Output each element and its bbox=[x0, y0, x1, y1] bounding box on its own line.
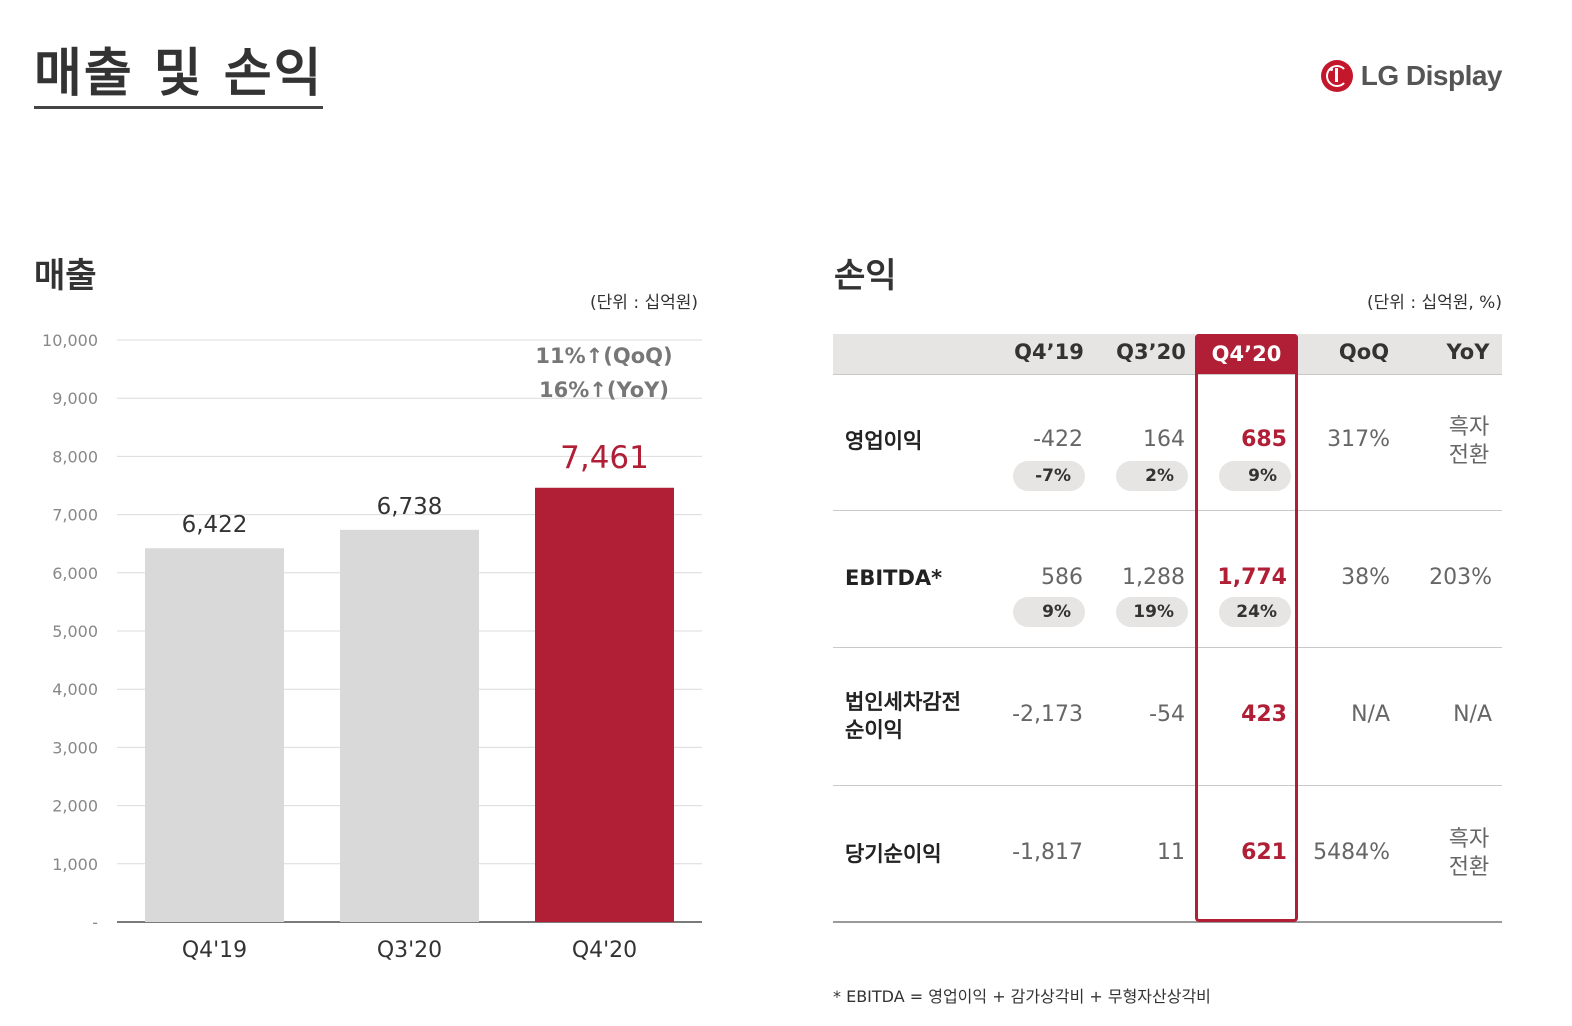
cell-value: -2,173 bbox=[1012, 702, 1083, 727]
y-tick-label: 5,000 bbox=[52, 622, 98, 641]
margin-pill: -7% bbox=[1013, 461, 1085, 491]
table-divider bbox=[833, 510, 1502, 511]
table-divider bbox=[833, 374, 1502, 375]
cell-qoq: 38% bbox=[1341, 565, 1390, 590]
lg-logo-icon bbox=[1320, 60, 1353, 92]
y-tick-label: 4,000 bbox=[52, 680, 98, 699]
y-tick-label: 1,000 bbox=[52, 855, 98, 874]
cell-value: -422 bbox=[1033, 427, 1083, 452]
highlight-column-box bbox=[1195, 334, 1298, 922]
col-head-qoq: QoQ bbox=[1338, 340, 1390, 364]
profit-section-title: 손익 bbox=[834, 256, 897, 296]
row-label-net-income: 당기순이익 bbox=[845, 842, 942, 866]
cell-yoy: 203% bbox=[1429, 565, 1492, 590]
cell-value-highlight: 1,774 bbox=[1217, 565, 1287, 590]
logo-text: LG Display bbox=[1360, 60, 1503, 91]
col-head-q320: Q3’20 bbox=[1116, 340, 1186, 364]
y-tick-label: - bbox=[92, 913, 98, 932]
col-head-yoy: YoY bbox=[1446, 340, 1490, 364]
cell-value: 11 bbox=[1157, 840, 1185, 865]
y-tick-label: 3,000 bbox=[52, 738, 98, 757]
ebitda-footnote: * EBITDA = 영업이익 + 감가상각비 + 무형자산상각비 bbox=[833, 987, 1211, 1006]
cell-value: 1,288 bbox=[1122, 565, 1185, 590]
sales-unit: (단위 : 십억원) bbox=[590, 293, 698, 313]
cell-value-highlight: 621 bbox=[1241, 840, 1287, 865]
row-label-operating-profit: 영업이익 bbox=[845, 429, 923, 453]
margin-pill: 24% bbox=[1219, 597, 1291, 627]
sales-bar-chart: - 1,000 2,000 3,000 4,000 5,000 6,000 7,000 8,00… bbox=[42, 331, 702, 963]
bar bbox=[145, 548, 284, 922]
growth-yoy-label: 16%↑(YoY) bbox=[539, 378, 669, 402]
cell-value: -54 bbox=[1149, 702, 1185, 727]
table-divider bbox=[833, 785, 1502, 786]
bar-value-label: 6,422 bbox=[182, 512, 248, 538]
y-tick-label: 10,000 bbox=[42, 331, 98, 350]
row-label-pretax-income: 법인세차감전 순이익 bbox=[845, 690, 961, 742]
margin-pill: 9% bbox=[1013, 597, 1085, 627]
cell-yoy: 흑자 전환 bbox=[1448, 827, 1490, 880]
cell-value-highlight: 685 bbox=[1241, 427, 1287, 452]
cell-qoq: 5484% bbox=[1313, 840, 1390, 865]
cell-value: 586 bbox=[1041, 565, 1083, 590]
lg-display-logo: LG Display bbox=[1320, 60, 1503, 92]
growth-qoq-label: 11%↑(QoQ) bbox=[535, 344, 672, 368]
cell-yoy: N/A bbox=[1453, 702, 1492, 727]
x-category-label: Q4'19 bbox=[182, 938, 247, 963]
row-label-ebitda: EBITDA* bbox=[845, 566, 943, 590]
bar-value-label: 6,738 bbox=[377, 494, 443, 520]
bar bbox=[340, 529, 479, 922]
cell-yoy: 흑자 전환 bbox=[1448, 415, 1490, 468]
y-tick-label: 7,000 bbox=[52, 506, 98, 525]
col-head-q420-highlight: Q4’20 bbox=[1195, 334, 1298, 374]
bar bbox=[535, 487, 674, 922]
table-bottom-border bbox=[833, 921, 1502, 923]
cell-qoq: N/A bbox=[1351, 702, 1390, 727]
y-tick-label: 2,000 bbox=[52, 797, 98, 816]
cell-value: -1,817 bbox=[1012, 840, 1083, 865]
margin-pill: 2% bbox=[1116, 461, 1188, 491]
y-tick-label: 9,000 bbox=[52, 389, 98, 408]
margin-pill: 19% bbox=[1116, 597, 1188, 627]
x-category-label: Q3'20 bbox=[377, 938, 442, 963]
cell-value-highlight: 423 bbox=[1241, 702, 1287, 727]
page-title: 매출 및 손익 bbox=[34, 42, 324, 109]
profit-unit: (단위 : 십억원, %) bbox=[1367, 293, 1502, 313]
sales-section-title: 매출 bbox=[34, 256, 97, 296]
cell-qoq: 317% bbox=[1327, 427, 1390, 452]
y-tick-label: 6,000 bbox=[52, 564, 98, 583]
col-head-q419: Q4’19 bbox=[1014, 340, 1084, 364]
table-header bbox=[833, 334, 1502, 374]
margin-pill: 9% bbox=[1219, 461, 1291, 491]
y-tick-label: 8,000 bbox=[52, 447, 98, 466]
cell-value: 164 bbox=[1143, 427, 1185, 452]
table-divider bbox=[833, 647, 1502, 648]
x-category-label: Q4'20 bbox=[572, 938, 637, 963]
bar-value-label: 7,461 bbox=[560, 440, 649, 476]
